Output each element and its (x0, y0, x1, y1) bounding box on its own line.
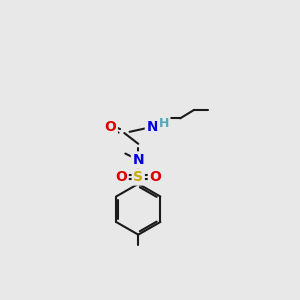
Text: H: H (159, 116, 169, 130)
Text: O: O (149, 170, 161, 184)
Text: O: O (104, 120, 116, 134)
Text: O: O (115, 170, 127, 184)
Text: N: N (132, 153, 144, 167)
Text: N: N (146, 120, 158, 134)
Text: S: S (133, 170, 143, 184)
